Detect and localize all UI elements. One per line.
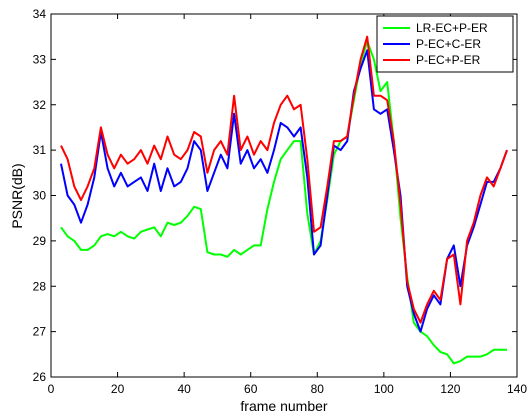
x-tick-label: 60 xyxy=(244,382,258,396)
y-tick-label: 30 xyxy=(33,189,47,203)
y-tick-label: 28 xyxy=(33,279,47,293)
y-axis: 26 27 28 29 30 31 32 33 34 xyxy=(33,7,517,384)
x-tick-label: 120 xyxy=(440,382,460,396)
series-line-3 xyxy=(60,35,508,324)
series-line-2 xyxy=(60,49,508,333)
series-line-1 xyxy=(60,40,507,365)
x-axis: 0 20 40 60 80 100 120 140 xyxy=(48,14,527,396)
y-tick-label: 34 xyxy=(33,7,47,21)
x-tick-label: 80 xyxy=(311,382,325,396)
y-tick-label: 26 xyxy=(33,370,47,384)
x-tick-label: 20 xyxy=(111,382,125,396)
y-tick-label: 29 xyxy=(33,234,47,248)
x-tick-label: 140 xyxy=(507,382,527,396)
y-tick-label: 31 xyxy=(33,143,47,157)
x-axis-label: frame number xyxy=(240,398,327,414)
legend-label-3: P-EC+P-ER xyxy=(416,53,481,67)
legend-label-2: P-EC+C-ER xyxy=(416,37,481,51)
series-layer xyxy=(60,35,508,365)
plot-area xyxy=(50,13,518,378)
legend-label-1: LR-EC+P-ER xyxy=(416,21,488,35)
legend: LR-EC+P-ER P-EC+C-ER P-EC+P-ER xyxy=(376,15,514,73)
y-tick-label: 33 xyxy=(33,52,47,66)
y-axis-label: PSNR(dB) xyxy=(9,163,25,228)
y-tick-label: 27 xyxy=(33,325,47,339)
x-tick-label: 100 xyxy=(374,382,394,396)
x-tick-label: 40 xyxy=(177,382,191,396)
x-tick-label: 0 xyxy=(48,382,55,396)
y-tick-label: 32 xyxy=(33,98,47,112)
